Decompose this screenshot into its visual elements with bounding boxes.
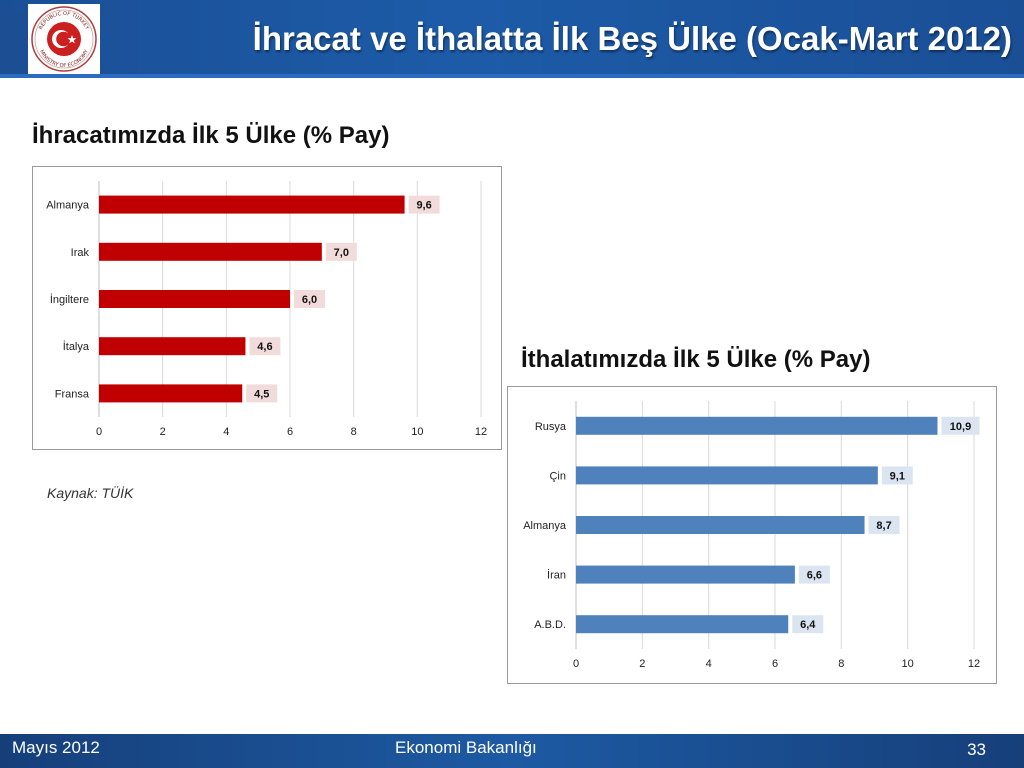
import-tick-label: 8 xyxy=(838,658,844,670)
import-tick-label: 10 xyxy=(902,658,914,670)
import-category-label: A.B.D. xyxy=(534,619,566,631)
import-chart: 0 2 4 6 8 10 12 Rusya 10,9 Çin 9,1 Almanya 8,7 İran 6,… xyxy=(507,386,997,684)
export-tick-label: 4 xyxy=(223,426,229,438)
footer-org: Ekonomi Bakanlığı xyxy=(395,738,537,757)
export-chart-svg: 0 2 4 6 8 10 12 Almanya 9,6 Irak 7,0 İngiltere 6,0 İt… xyxy=(46,181,487,438)
header-left-strip xyxy=(0,12,28,74)
export-category-label: Almanya xyxy=(46,200,90,212)
import-category-label: İran xyxy=(547,569,566,582)
export-value-label: 6,0 xyxy=(302,294,317,306)
import-bar xyxy=(576,516,865,534)
import-value-label-bg xyxy=(792,615,824,634)
export-value-label: 7,0 xyxy=(334,247,349,259)
export-tick-label: 0 xyxy=(96,426,102,438)
export-tick-label: 10 xyxy=(411,426,423,438)
export-bar xyxy=(99,337,246,356)
ministry-logo: REPUBLIC OF TURKEY MINISTRY OF ECONOMY xyxy=(28,4,100,74)
import-chart-svg: 0 2 4 6 8 10 12 Rusya 10,9 Çin 9,1 Almanya 8,7 İran 6,… xyxy=(523,401,980,670)
import-category-label: Çin xyxy=(549,470,566,482)
import-category-label: Rusya xyxy=(535,421,567,433)
source-note: Kaynak: TÜİK xyxy=(47,485,134,501)
import-tick-label: 6 xyxy=(772,658,778,670)
export-value-label-bg xyxy=(246,384,278,403)
import-chart-title: İthalatımızda İlk 5 Ülke (% Pay) xyxy=(521,346,871,373)
slide-title: İhracat ve İthalatta İlk Beş Ülke (Ocak-… xyxy=(252,20,1012,57)
export-value-label-bg xyxy=(408,195,440,214)
import-category-label: Almanya xyxy=(523,520,567,532)
export-bar xyxy=(99,242,322,261)
import-value-label-bg xyxy=(941,416,980,435)
export-bar xyxy=(99,290,290,308)
export-value-label-bg xyxy=(325,242,357,261)
import-tick-label: 4 xyxy=(706,658,712,670)
import-value-label-bg xyxy=(881,466,913,485)
import-bar xyxy=(576,416,938,435)
export-tick-label: 2 xyxy=(160,426,166,438)
header-bar xyxy=(0,0,1024,78)
import-value-label: 6,4 xyxy=(800,619,816,631)
export-chart: 0 2 4 6 8 10 12 Almanya 9,6 Irak 7,0 İngiltere 6,0 İt… xyxy=(32,166,502,450)
export-tick-label: 8 xyxy=(351,426,357,438)
export-chart-title: İhracatımızda İlk 5 Ülke (% Pay) xyxy=(32,122,390,149)
import-value-label: 10,9 xyxy=(950,421,971,433)
footer-bar: Mayıs 2012 Ekonomi Bakanlığı 33 xyxy=(0,734,1024,768)
export-bar xyxy=(99,384,243,403)
export-category-label: İngiltere xyxy=(50,293,89,306)
export-value-label-bg xyxy=(294,290,325,308)
export-value-label: 4,5 xyxy=(254,388,269,400)
import-value-label: 6,6 xyxy=(807,570,822,582)
export-category-label: İtalya xyxy=(63,340,90,353)
export-category-label: Irak xyxy=(71,247,90,259)
import-value-label: 9,1 xyxy=(890,470,905,482)
export-category-label: Fransa xyxy=(55,388,90,400)
import-tick-label: 0 xyxy=(573,658,579,670)
import-bar xyxy=(576,466,878,485)
export-value-label-bg xyxy=(249,337,281,356)
import-value-label-bg xyxy=(798,565,830,584)
export-value-label: 9,6 xyxy=(416,200,431,212)
export-bar xyxy=(99,195,405,214)
footer-date: Mayıs 2012 xyxy=(12,738,100,757)
import-tick-label: 2 xyxy=(639,658,645,670)
import-bar xyxy=(576,565,795,584)
header-underline xyxy=(0,74,1024,78)
import-tick-label: 12 xyxy=(968,658,980,670)
export-tick-label: 12 xyxy=(475,426,487,438)
export-value-label: 4,6 xyxy=(257,341,272,353)
import-bar xyxy=(576,615,789,634)
page-number: 33 xyxy=(967,740,986,759)
export-tick-label: 6 xyxy=(287,426,293,438)
import-value-label: 8,7 xyxy=(876,520,891,532)
import-value-label-bg xyxy=(868,516,900,534)
